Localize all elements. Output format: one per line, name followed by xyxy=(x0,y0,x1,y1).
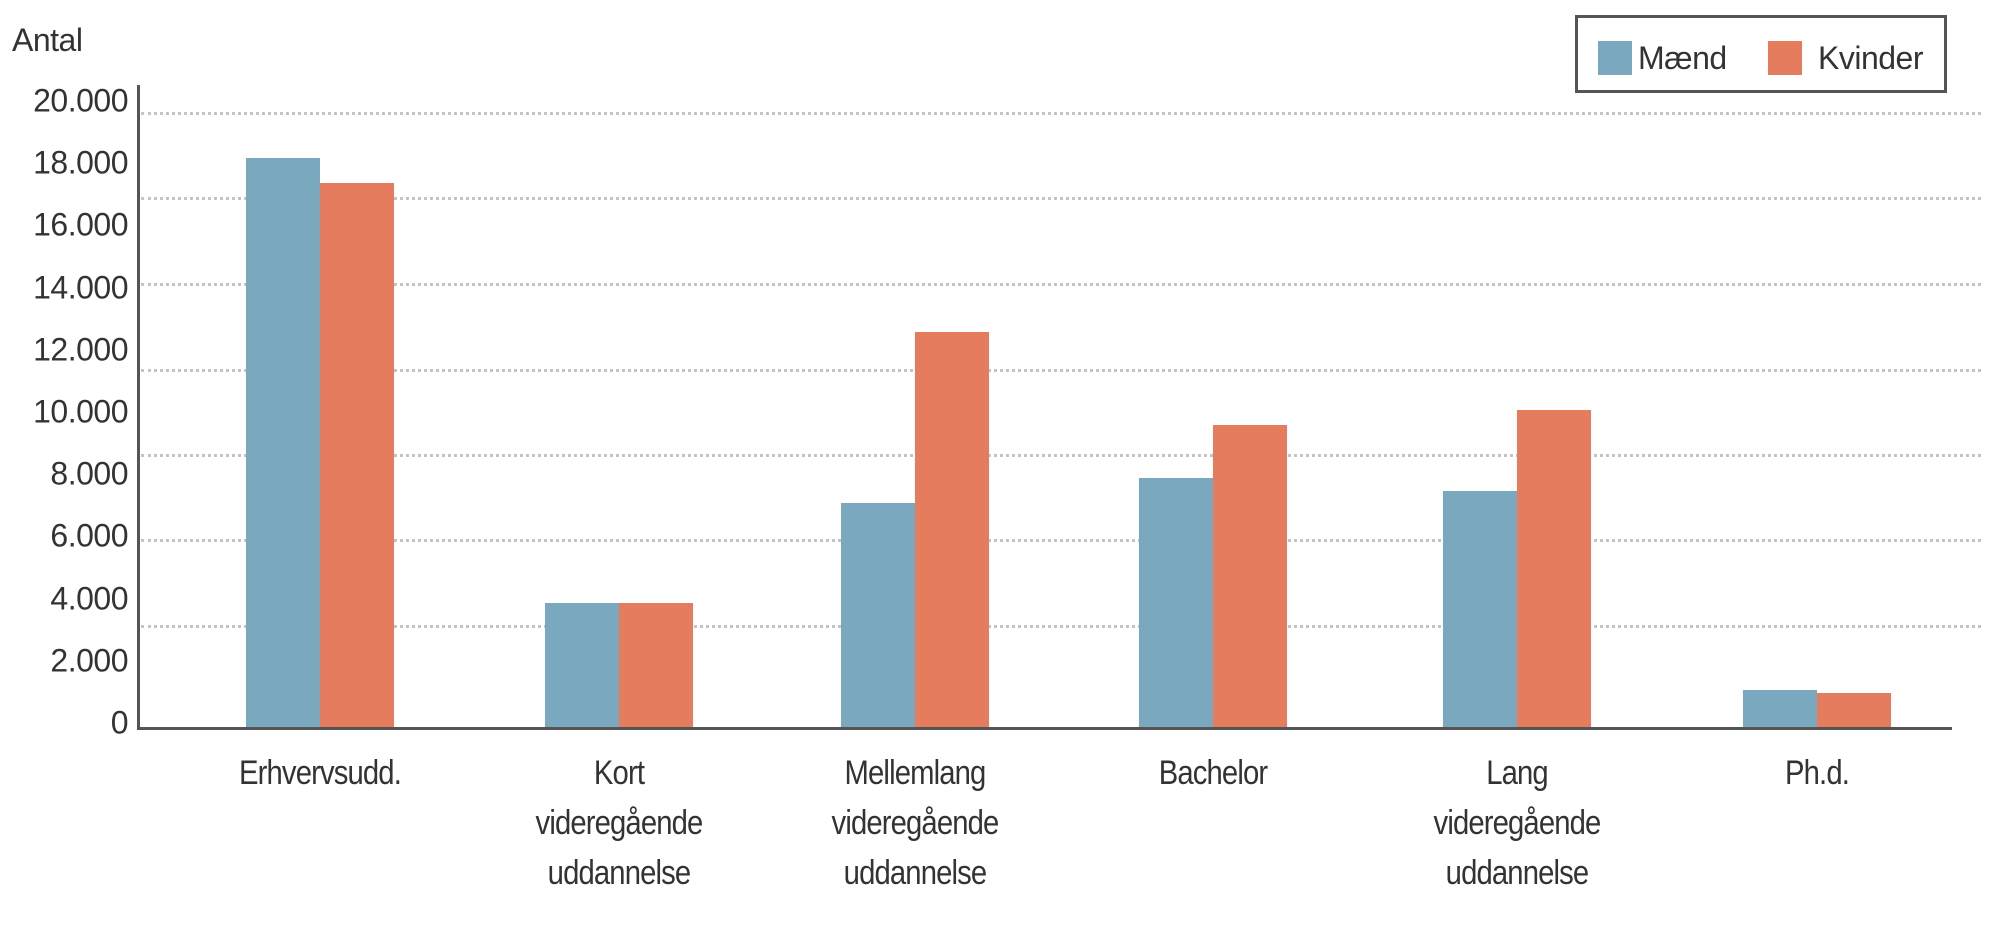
bar-maend xyxy=(246,157,320,727)
x-tick-label-line: videregående xyxy=(831,804,1000,842)
gridline xyxy=(141,283,1981,286)
legend-swatch-kvinder xyxy=(1768,41,1802,75)
x-tick-label-line: Erhvervsudd. xyxy=(239,754,402,792)
legend-item-maend: Mænd xyxy=(1598,40,1727,76)
bar-kvinder xyxy=(619,602,693,727)
gridline xyxy=(141,625,1981,628)
gridline xyxy=(141,539,1981,542)
bar-maend xyxy=(545,602,619,727)
y-tick-label: 20.000 xyxy=(33,82,128,119)
legend-item-kvinder: Kvinder xyxy=(1768,39,1924,76)
gridline xyxy=(141,197,1981,200)
y-tick-label: 18.000 xyxy=(33,144,128,181)
x-tick-label-line: videregående xyxy=(535,804,704,842)
legend-label-kvinder: Kvinder xyxy=(1818,39,1924,76)
y-tick-label: 4.000 xyxy=(50,580,128,617)
x-tick-label-line: videregående xyxy=(1433,804,1602,842)
x-tick-label: Erhvervsudd. xyxy=(200,748,441,798)
legend-label-maend: Mænd xyxy=(1638,39,1727,76)
bar-maend xyxy=(1743,689,1817,727)
legend-swatch-maend xyxy=(1598,41,1632,75)
y-tick-label: 10.000 xyxy=(33,393,128,430)
y-tick-label: 12.000 xyxy=(33,331,128,368)
x-tick-label-line: Ph.d. xyxy=(1785,754,1850,792)
bar-kvinder xyxy=(1517,409,1591,727)
y-tick-label: 8.000 xyxy=(50,455,128,492)
bar-maend xyxy=(1139,478,1213,727)
gridline xyxy=(141,454,1981,457)
x-tick-label-line: uddannelse xyxy=(843,854,987,892)
x-tick-label-line: Kort xyxy=(593,754,645,792)
bar-kvinder xyxy=(1817,692,1891,727)
x-tick-label-line: uddannelse xyxy=(1445,854,1589,892)
bar-kvinder xyxy=(1213,425,1287,727)
y-axis-line xyxy=(137,85,140,730)
y-tick-label: 6.000 xyxy=(50,517,128,554)
gridline xyxy=(141,112,1981,115)
y-tick-label: 0 xyxy=(110,704,129,741)
gridline xyxy=(141,369,1981,372)
y-tick-label: 16.000 xyxy=(33,206,128,243)
x-tick-label: Bachelor xyxy=(1093,748,1334,798)
x-tick-label-line: Lang xyxy=(1486,754,1548,792)
x-tick-label: Kort videregående uddannelse xyxy=(499,748,740,898)
x-tick-label: Mellemlang videregående uddannelse xyxy=(795,748,1036,898)
x-tick-label-line: uddannelse xyxy=(547,854,691,892)
y-axis-title: Antal xyxy=(12,22,83,58)
bar-maend xyxy=(1443,490,1517,727)
x-axis-line xyxy=(137,727,1952,730)
y-tick-label: 2.000 xyxy=(50,642,128,679)
y-tick-label: 14.000 xyxy=(33,269,128,306)
x-tick-label: Lang videregående uddannelse xyxy=(1397,748,1638,898)
bar-kvinder xyxy=(320,182,394,727)
legend: Mænd Kvinder xyxy=(1575,15,1947,93)
x-tick-label: Ph.d. xyxy=(1697,748,1938,798)
bar-kvinder xyxy=(915,332,989,727)
bar-maend xyxy=(841,503,915,727)
x-tick-label-line: Mellemlang xyxy=(844,754,987,792)
x-tick-label-line: Bachelor xyxy=(1158,754,1268,792)
